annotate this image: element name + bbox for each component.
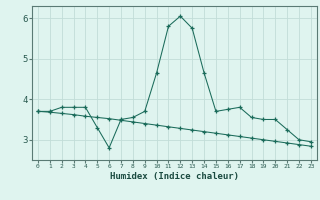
X-axis label: Humidex (Indice chaleur): Humidex (Indice chaleur) (110, 172, 239, 181)
